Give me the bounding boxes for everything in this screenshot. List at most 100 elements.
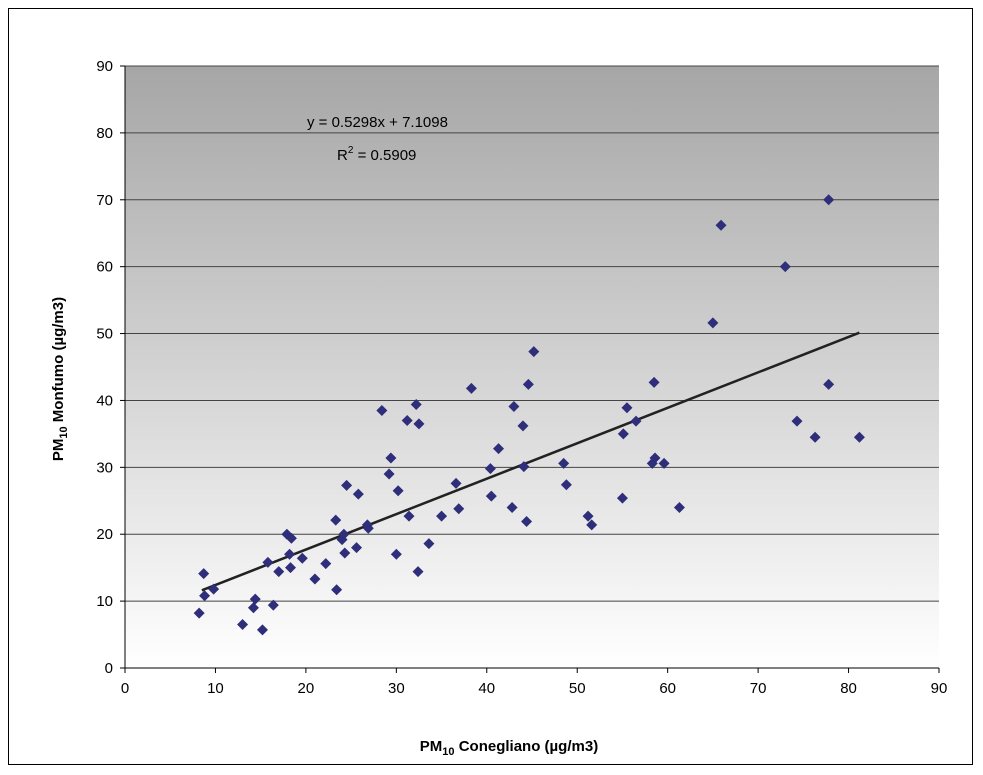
data-point [649,452,661,464]
data-point [823,194,835,206]
data-point [392,485,404,497]
data-point [586,519,598,531]
data-points [193,194,865,636]
data-point [673,501,685,513]
data-point [522,378,534,390]
y-tick-label: 0 [105,660,113,677]
data-point [320,558,332,570]
x-axis-ticks: 0 10 20 30 40 50 60 70 80 90 [121,668,948,697]
data-point [198,568,210,580]
data-point [273,566,285,578]
data-point [256,624,268,636]
data-point [412,566,424,578]
data-point [262,556,274,568]
data-point [376,404,388,416]
y-axis-ticks: 0 10 20 30 40 50 60 70 80 90 [96,58,125,677]
y-tick-label: 40 [96,392,113,409]
x-tick-label: 70 [750,680,767,697]
y-tick-label: 30 [96,459,113,476]
data-point [284,548,296,560]
data-point [707,317,719,329]
y-tick-label: 50 [96,326,113,343]
data-point [193,607,205,619]
x-tick-label: 20 [298,680,315,697]
data-point [453,503,465,515]
data-point [658,457,670,469]
data-point [199,590,211,602]
x-tick-label: 40 [478,680,495,697]
data-point [528,346,540,358]
data-point [558,457,570,469]
x-tick-label: 80 [840,680,857,697]
data-point [338,528,350,540]
data-point [616,492,628,504]
data-point [410,398,422,410]
data-point [648,376,660,388]
data-point [247,602,259,614]
data-point [450,477,462,489]
y-axis-title: PM10 Monfumo (µg/m3) [50,297,70,461]
y-tick-label: 90 [96,58,113,75]
x-tick-label: 30 [388,680,405,697]
data-point [423,538,435,550]
data-point [352,488,364,500]
data-point [383,468,395,480]
x-axis-title: PM10 Conegliano (µg/m3) [420,738,598,758]
data-point [208,583,220,595]
data-point [351,542,363,554]
data-point [436,510,448,522]
data-point [285,562,297,574]
data-point [518,461,530,473]
data-point [517,420,529,432]
data-point [485,490,497,502]
trendline [201,331,860,592]
data-point [249,593,261,605]
data-point [341,479,353,491]
data-point [296,552,308,564]
data-point [630,415,642,427]
data-point [362,522,374,534]
data-point [853,431,865,443]
data-point [493,443,505,455]
data-point [582,510,594,522]
data-point [560,479,572,491]
y-tick-label: 60 [96,259,113,276]
x-tick-label: 90 [931,680,948,697]
data-point [390,548,402,560]
y-tick-label: 70 [96,192,113,209]
x-tick-label: 50 [569,680,586,697]
data-point [715,219,727,231]
data-point [508,400,520,412]
data-point [809,431,821,443]
data-point [331,584,343,596]
data-point [401,415,413,427]
data-point [506,501,518,513]
y-tick-label: 80 [96,125,113,142]
data-point [403,510,415,522]
gridlines [125,65,939,602]
data-point [791,415,803,427]
plot-area [125,66,939,668]
y-tick-label: 10 [96,593,113,610]
data-point [309,573,321,585]
scatter-chart: 0 10 20 30 40 50 60 70 80 90 0102030405060708090 … [50,58,948,758]
data-point [339,547,351,559]
x-tick-label: 60 [659,680,676,697]
data-point [779,261,791,273]
y-tick-label: 20 [96,526,113,543]
data-point [237,619,249,631]
x-tick-label: 10 [207,680,224,697]
data-point [385,452,397,464]
data-point [621,402,633,414]
data-point [330,514,342,526]
data-point [267,599,279,611]
data-point [413,418,425,430]
chart-frame: 0 10 20 30 40 50 60 70 80 90 0 10 20 30 40 50 60 70 80 90 … [8,8,973,765]
x-tick-label: 0 [121,680,129,697]
trendline-equation: y = 0.5298x + 7.1098 [307,114,448,131]
data-point [285,532,297,544]
data-point [465,382,477,394]
r-squared-label: R2 = 0.5909 [337,145,416,164]
data-point [617,428,629,440]
data-point [823,378,835,390]
